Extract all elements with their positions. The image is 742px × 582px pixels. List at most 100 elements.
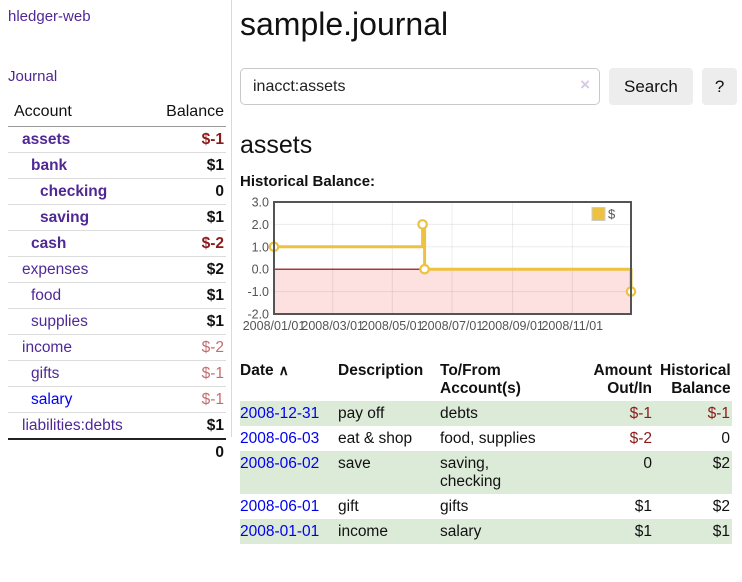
register-row: 2008-01-01 income salary $1 $1 <box>240 519 732 544</box>
svg-text:2008/03/01: 2008/03/01 <box>301 319 364 333</box>
account-row-expenses: expenses $2 <box>8 256 226 283</box>
svg-text:2008/11/01: 2008/11/01 <box>541 319 603 333</box>
main-content: sample.journal × Search ? assets Histori… <box>232 0 742 544</box>
account-row-cash: cash $-2 <box>8 230 226 257</box>
svg-text:-2.0: -2.0 <box>247 308 269 322</box>
account-balance: $1 <box>147 152 226 179</box>
account-row-income: income $-2 <box>8 334 226 361</box>
search-input[interactable] <box>240 68 600 105</box>
account-link-supplies[interactable]: supplies <box>31 312 88 330</box>
transaction-balance: $2 <box>712 497 730 515</box>
transaction-description: eat & shop <box>338 429 413 447</box>
svg-text:2.0: 2.0 <box>252 218 269 232</box>
sidebar: hledger-web Journal Account Balance asse… <box>0 0 232 465</box>
register-header-amount: Amount Out/In <box>593 362 652 397</box>
svg-text:2008/05/01: 2008/05/01 <box>361 319 424 333</box>
register-header-balance: Historical Balance <box>660 362 731 397</box>
sidebar-item-journal[interactable]: Journal <box>8 68 58 85</box>
y-axis-labels: 3.0 2.0 1.0 0.0 -1.0 -2.0 <box>247 196 269 322</box>
register-header-row: Date ∧ Description To/From Account(s) Amo… <box>240 359 732 401</box>
svg-text:0.0: 0.0 <box>252 263 269 277</box>
plot-border <box>273 201 632 315</box>
account-balance: 0 <box>147 178 226 205</box>
transaction-description: income <box>338 522 388 540</box>
account-row-saving: saving $1 <box>8 204 226 231</box>
brand-link[interactable]: hledger-web <box>8 8 91 25</box>
svg-text:2008/09/01: 2008/09/01 <box>481 319 544 333</box>
account-balance: $1 <box>147 308 226 335</box>
account-link-salary[interactable]: salary <box>31 390 73 408</box>
register-row: 2008-06-02 save saving, checking 0 $2 <box>240 451 732 494</box>
svg-text:2008/07/01: 2008/07/01 <box>421 319 484 333</box>
transaction-description: pay off <box>338 404 385 422</box>
transaction-balance: 0 <box>721 429 730 447</box>
accounts-header-balance: Balance <box>147 101 226 127</box>
accounts-table: Account Balance assets $-1 bank $1 check… <box>8 101 226 465</box>
account-row-liabilities-debts: liabilities:debts $1 <box>8 412 226 440</box>
account-link-food[interactable]: food <box>31 286 62 304</box>
transaction-balance: $2 <box>712 454 730 472</box>
page: hledger-web Journal Account Balance asse… <box>0 0 742 544</box>
register-row: 2008-06-03 eat & shop food, supplies $-2… <box>240 426 732 451</box>
clear-search-icon[interactable]: × <box>580 75 590 94</box>
x-axis-labels: 2008/01/01 2008/03/01 2008/05/01 2008/07… <box>243 319 603 333</box>
transaction-description: save <box>338 454 371 472</box>
account-balance: $-1 <box>147 126 226 153</box>
transaction-date-link[interactable]: 2008-06-02 <box>240 454 320 472</box>
transaction-amount: $-2 <box>629 429 652 447</box>
chart-container: $ 3.0 2.0 1.0 0.0 -1.0 -2.0 2008/01/01 2… <box>242 194 737 341</box>
account-link-saving[interactable]: saving <box>40 208 90 226</box>
transaction-date-link[interactable]: 2008-06-03 <box>240 429 320 447</box>
page-title: sample.journal <box>240 6 449 42</box>
account-link-liabilities-debts[interactable]: liabilities:debts <box>22 416 123 434</box>
account-balance: $1 <box>147 204 226 231</box>
transaction-description: gift <box>338 497 359 515</box>
legend-swatch <box>591 207 606 221</box>
account-balance: $2 <box>147 256 226 283</box>
accounts-total-value: 0 <box>147 438 226 465</box>
historical-balance-chart: $ 3.0 2.0 1.0 0.0 -1.0 -2.0 2008/01/01 2… <box>243 196 637 333</box>
account-link-income[interactable]: income <box>22 338 72 356</box>
chart-title: Historical Balance: <box>240 173 376 190</box>
account-link-cash[interactable]: cash <box>31 234 67 252</box>
transaction-accounts: gifts <box>440 497 469 515</box>
account-link-expenses[interactable]: expenses <box>22 260 89 278</box>
search-box: × <box>240 68 600 105</box>
register-table: Date ∧ Description To/From Account(s) Amo… <box>240 359 732 544</box>
svg-text:3.0: 3.0 <box>252 196 269 210</box>
account-balance: $1 <box>147 282 226 309</box>
chart-legend: $ <box>588 205 630 224</box>
transaction-amount: $1 <box>634 497 652 515</box>
transaction-balance: $1 <box>712 522 730 540</box>
transaction-balance: $-1 <box>707 404 730 422</box>
transaction-date-link[interactable]: 2008-01-01 <box>240 522 320 540</box>
account-balance: $-1 <box>147 360 226 387</box>
accounts-header-account: Account <box>8 101 148 127</box>
accounts-total-row: 0 <box>8 438 226 465</box>
transaction-amount: $-1 <box>629 404 652 422</box>
account-row-checking: checking 0 <box>8 178 226 205</box>
account-link-bank[interactable]: bank <box>31 156 68 174</box>
account-link-assets[interactable]: assets <box>22 130 71 148</box>
svg-text:-1.0: -1.0 <box>247 285 269 299</box>
transaction-accounts: salary <box>440 522 482 540</box>
transaction-date-link[interactable]: 2008-12-31 <box>240 404 320 422</box>
account-balance: $-2 <box>147 230 226 257</box>
search-button[interactable]: Search <box>609 68 693 105</box>
search-form: × Search ? <box>240 68 738 105</box>
transaction-accounts: debts <box>440 404 478 422</box>
transaction-amount: 0 <box>643 454 652 472</box>
account-row-salary: salary $-1 <box>8 386 226 413</box>
register-header-date[interactable]: Date ∧ <box>240 362 289 379</box>
account-heading: assets <box>240 131 313 159</box>
transaction-amount: $1 <box>634 522 652 540</box>
account-link-gifts[interactable]: gifts <box>31 364 60 382</box>
sort-asc-icon: ∧ <box>278 362 289 378</box>
account-balance: $-1 <box>147 386 226 413</box>
register-header-description: Description <box>338 362 424 379</box>
transaction-accounts: saving, checking <box>440 454 502 490</box>
svg-text:2008/01/01: 2008/01/01 <box>243 319 306 333</box>
help-button[interactable]: ? <box>701 68 738 105</box>
transaction-date-link[interactable]: 2008-06-01 <box>240 497 320 515</box>
account-link-checking[interactable]: checking <box>40 182 108 200</box>
